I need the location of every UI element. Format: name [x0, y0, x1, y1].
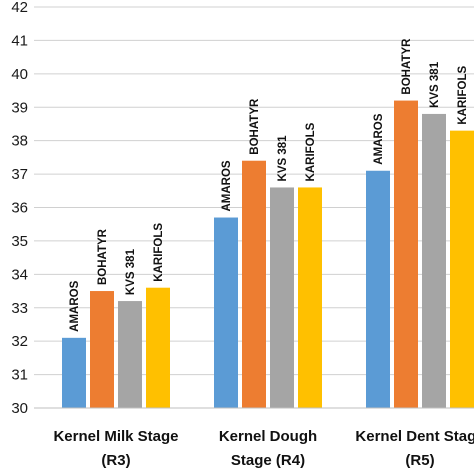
bar [450, 130, 474, 408]
bar [366, 170, 390, 408]
bar [90, 291, 114, 408]
bar-labels: AMAROS BOHATYR KVS 381 KARIFOLS AMAROS BOHATY… [69, 38, 469, 332]
bar [214, 217, 238, 408]
y-axis: 30 31 32 33 34 35 36 37 38 39 40 41 42 [11, 0, 28, 417]
bar-series-label: BOHATYR [401, 38, 413, 95]
y-tick-label: 40 [11, 66, 28, 83]
y-tick-label: 36 [11, 200, 28, 217]
bar-series-label: AMAROS [221, 160, 233, 211]
y-tick-label: 37 [11, 166, 28, 183]
bar-series-label: KARIFOLS [153, 223, 165, 282]
y-tick-label: 35 [11, 233, 28, 250]
x-category-label: Kernel Milk Stage (R3) [53, 428, 178, 469]
y-tick-label: 41 [11, 32, 28, 49]
bar-series-label: BOHATYR [249, 98, 261, 155]
bar-series-label: KVS 381 [277, 135, 289, 182]
bar [394, 100, 418, 409]
y-tick-label: 31 [11, 367, 28, 384]
bars [62, 100, 474, 409]
bar-series-label: KARIFOLS [305, 122, 317, 181]
y-tick-label: 32 [11, 333, 28, 350]
y-tick-label: 38 [11, 133, 28, 150]
x-axis: Kernel Milk Stage (R3) Kernel Dough Stage (… [34, 407, 474, 469]
bar-series-label: KVS 381 [125, 248, 137, 295]
y-tick-label: 33 [11, 300, 28, 317]
bar-series-label: BOHATYR [97, 228, 109, 285]
bar [62, 337, 86, 408]
bar [146, 287, 170, 408]
bar [270, 187, 294, 408]
bar-series-label: KVS 381 [429, 61, 441, 108]
bar [422, 113, 446, 408]
bar-series-label: AMAROS [373, 113, 385, 164]
bar-series-label: AMAROS [69, 280, 81, 331]
bar [242, 160, 266, 408]
x-category-label: Kernel Dough Stage (R4) [219, 428, 317, 469]
y-tick-label: 34 [11, 266, 28, 283]
bar-series-label: KARIFOLS [457, 66, 469, 125]
bar [298, 187, 322, 408]
y-tick-label: 42 [11, 0, 28, 16]
y-tick-label: 30 [11, 400, 28, 417]
x-category-label: Kernel Dent Stage (R5) [355, 428, 474, 469]
bar [118, 301, 142, 408]
y-tick-label: 39 [11, 99, 28, 116]
